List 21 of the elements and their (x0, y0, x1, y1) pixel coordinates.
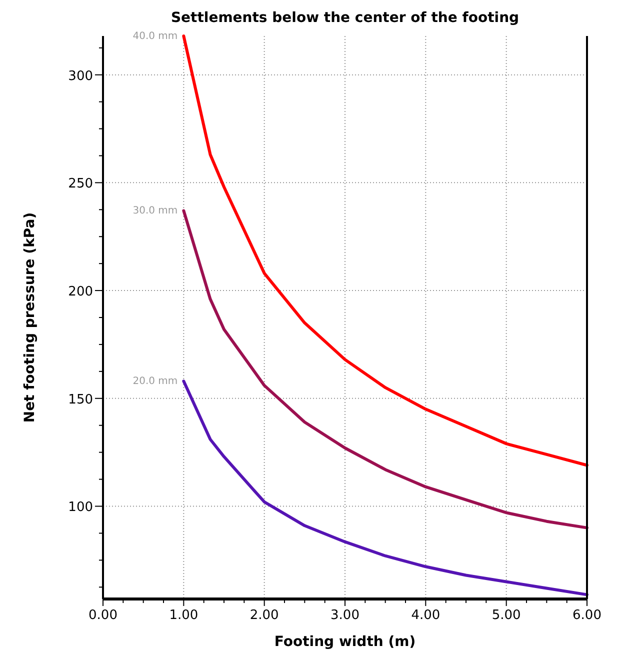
y-tick-label: 150 (68, 392, 93, 408)
y-tick-label: 100 (68, 500, 93, 516)
x-tick-label: 0.00 (88, 608, 118, 623)
x-tick-label: 1.00 (169, 608, 198, 623)
y-tick-label: 250 (68, 176, 93, 192)
x-axis-title: Footing width (m) (274, 634, 416, 650)
series-label: 30.0 mm (132, 206, 178, 217)
chart-title: Settlements below the center of the footing (170, 10, 520, 26)
y-tick-label: 300 (68, 68, 93, 84)
y-axis-title: Net footing pressure (kPa) (22, 212, 38, 423)
series-label: 20.0 mm (132, 376, 178, 388)
x-tick-label: 4.00 (411, 608, 440, 623)
x-tick-label: 5.00 (492, 608, 521, 623)
line-series (182, 380, 588, 596)
x-tick-label: 2.00 (250, 608, 279, 623)
series-label: 40.0 mm (132, 31, 178, 42)
line-series (182, 34, 588, 467)
x-tick-label: 3.00 (330, 608, 360, 623)
y-tick-label: 200 (68, 284, 93, 300)
line-series (182, 209, 588, 530)
x-tick-label: 6.00 (572, 608, 602, 623)
